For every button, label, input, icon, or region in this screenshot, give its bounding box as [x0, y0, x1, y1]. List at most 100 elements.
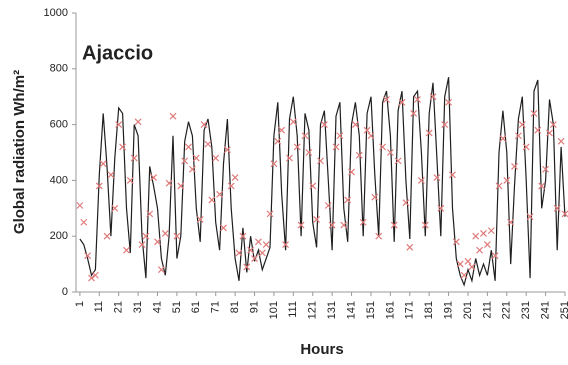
- data-marker: [344, 196, 352, 204]
- data-marker: [126, 176, 134, 184]
- data-marker: [313, 216, 321, 223]
- data-marker: [348, 168, 355, 176]
- data-marker: [518, 121, 526, 129]
- data-marker: [247, 246, 255, 254]
- x-tick-label: 31: [132, 301, 144, 313]
- data-marker: [192, 154, 200, 162]
- data-marker: [239, 232, 247, 240]
- data-marker: [103, 232, 111, 240]
- data-marker: [293, 143, 301, 151]
- data-marker: [231, 174, 239, 182]
- data-marker: [480, 229, 487, 237]
- data-marker: [286, 154, 293, 162]
- data-marker: [84, 252, 92, 260]
- data-marker: [235, 249, 243, 257]
- data-marker: [157, 266, 165, 274]
- x-tick-label: 151: [365, 301, 377, 319]
- x-tick-label: 201: [462, 301, 474, 319]
- data-marker: [542, 165, 550, 173]
- data-marker: [363, 126, 371, 134]
- data-marker: [460, 271, 468, 279]
- data-marker: [324, 202, 332, 209]
- data-marker: [80, 218, 88, 226]
- data-marker: [441, 121, 449, 129]
- x-tick-label: 121: [307, 301, 319, 319]
- x-tick-label: 71: [210, 301, 222, 313]
- x-tick-label: 11: [93, 301, 105, 312]
- data-marker: [251, 255, 258, 262]
- data-marker: [456, 260, 464, 268]
- data-marker: [204, 140, 212, 148]
- data-marker: [305, 149, 313, 156]
- x-tick-label: 131: [326, 301, 338, 319]
- data-marker: [414, 96, 421, 103]
- data-marker: [189, 165, 196, 173]
- data-marker: [134, 118, 142, 126]
- data-marker: [212, 154, 220, 162]
- data-marker: [530, 110, 538, 117]
- data-marker: [254, 238, 262, 246]
- data-marker: [538, 182, 546, 190]
- data-marker: [95, 182, 103, 190]
- data-marker: [546, 129, 553, 137]
- data-marker: [223, 146, 231, 154]
- data-marker: [161, 229, 169, 237]
- x-tick-label: 41: [151, 301, 163, 313]
- data-marker: [511, 163, 518, 170]
- data-marker: [328, 221, 336, 229]
- x-tick-label: 251: [559, 301, 568, 319]
- data-marker: [289, 118, 297, 126]
- data-marker: [200, 121, 208, 129]
- data-marker: [266, 210, 274, 218]
- data-marker: [476, 246, 484, 254]
- data-marker: [274, 137, 282, 145]
- x-tick-label: 171: [404, 301, 416, 319]
- data-marker: [243, 263, 251, 271]
- data-marker: [332, 143, 340, 151]
- data-marker: [410, 110, 418, 117]
- data-marker: [317, 157, 324, 165]
- data-marker: [553, 204, 561, 212]
- data-marker: [297, 221, 305, 229]
- data-marker: [336, 132, 344, 140]
- data-marker: [91, 271, 99, 279]
- data-marker: [227, 182, 235, 190]
- x-tick-label: 91: [248, 301, 260, 313]
- data-marker: [386, 149, 394, 156]
- x-tick-label: 161: [384, 301, 396, 319]
- data-marker: [130, 154, 138, 162]
- data-marker: [379, 143, 387, 151]
- data-marker: [340, 221, 348, 229]
- x-tick-label: 211: [481, 301, 493, 319]
- data-marker: [507, 218, 515, 226]
- data-marker: [417, 176, 425, 184]
- data-marker: [208, 196, 216, 204]
- data-marker: [433, 174, 441, 182]
- data-marker: [146, 210, 154, 218]
- data-marker: [142, 232, 150, 240]
- data-marker: [111, 204, 119, 212]
- data-marker: [557, 137, 565, 145]
- y-axis-label: Global radiation Wh/m²: [11, 70, 28, 234]
- data-marker: [173, 232, 181, 240]
- data-marker: [491, 252, 499, 260]
- chart-title: Ajaccio: [82, 42, 153, 64]
- data-marker: [352, 121, 359, 129]
- data-marker: [150, 174, 158, 182]
- data-marker: [309, 182, 317, 190]
- data-marker: [526, 213, 534, 221]
- x-tick-label: 1: [74, 301, 86, 307]
- data-marker: [499, 135, 507, 142]
- data-marker: [359, 218, 367, 226]
- x-axis-label: Hours: [300, 341, 343, 358]
- data-marker: [515, 132, 522, 140]
- x-tick-label: 191: [442, 301, 454, 319]
- data-marker: [181, 157, 189, 165]
- data-marker: [483, 241, 491, 248]
- data-marker: [390, 221, 398, 229]
- data-marker: [452, 238, 460, 246]
- data-marker: [88, 274, 95, 282]
- x-tick-label: 111: [287, 301, 299, 318]
- x-tick-label: 51: [171, 301, 183, 313]
- data-marker: [383, 96, 390, 103]
